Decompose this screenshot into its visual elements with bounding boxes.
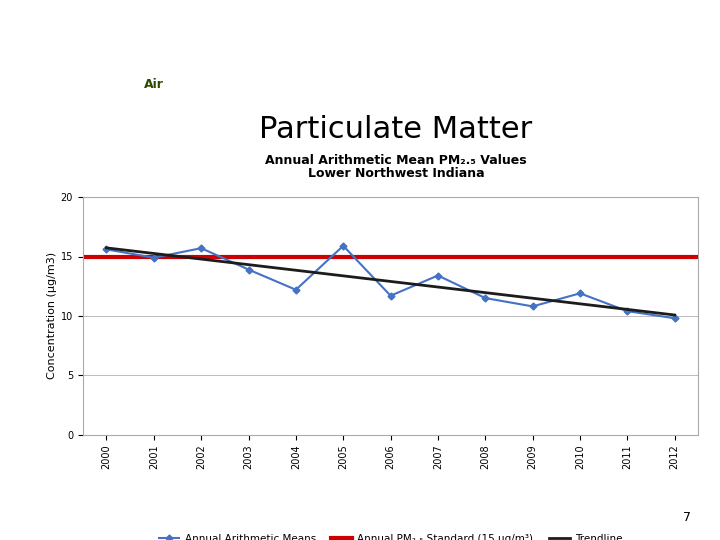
Trendline [244, 261, 253, 268]
Annual Arithmetic Means [150, 254, 158, 261]
Text: Lower Northwest Indiana: Lower Northwest Indiana [307, 167, 485, 180]
Trendline [576, 301, 585, 307]
Annual Arithmetic Means [292, 287, 300, 293]
Trendline [150, 250, 158, 256]
Annual Arithmetic Means [339, 242, 348, 249]
Text: 7: 7 [683, 511, 691, 524]
Annual Arithmetic Means [481, 295, 490, 301]
Text: Air: Air [144, 78, 164, 91]
Annual Arithmetic Means [528, 303, 537, 309]
Text: Particulate Matter: Particulate Matter [259, 115, 533, 144]
Trendline [102, 245, 111, 251]
Trendline [386, 278, 395, 285]
Trendline [481, 289, 490, 296]
Annual Arithmetic Means [244, 266, 253, 273]
Trendline [339, 273, 348, 279]
Text: We Protect Hoosiers and Our Environment: We Protect Hoosiers and Our Environment [150, 60, 383, 70]
Annual Arithmetic Means [386, 293, 395, 299]
Trendline [292, 267, 300, 273]
Text: Annual Arithmetic Mean PM₂.₅ Values: Annual Arithmetic Mean PM₂.₅ Values [265, 154, 527, 167]
Annual Arithmetic Means [576, 290, 585, 296]
Trendline [623, 306, 631, 313]
Annual Arithmetic Means [102, 246, 111, 253]
Annual Arithmetic Means [670, 315, 679, 321]
Line: Annual Arithmetic Means: Annual Arithmetic Means [104, 244, 677, 321]
Y-axis label: Concentration (µg/m3): Concentration (µg/m3) [47, 252, 57, 380]
Trendline [433, 284, 442, 291]
Legend: Annual Arithmetic Means, Annual PM₂.₅ Standard (15 µg/m³), Trendline: Annual Arithmetic Means, Annual PM₂.₅ St… [154, 530, 627, 540]
Trendline [197, 256, 205, 262]
Annual Arithmetic Means [433, 272, 442, 279]
Annual Arithmetic Means [623, 308, 631, 314]
Annual Arithmetic Means [197, 245, 205, 252]
Line: Trendline: Trendline [107, 248, 675, 315]
Trendline [670, 312, 679, 318]
Trendline [528, 295, 537, 301]
